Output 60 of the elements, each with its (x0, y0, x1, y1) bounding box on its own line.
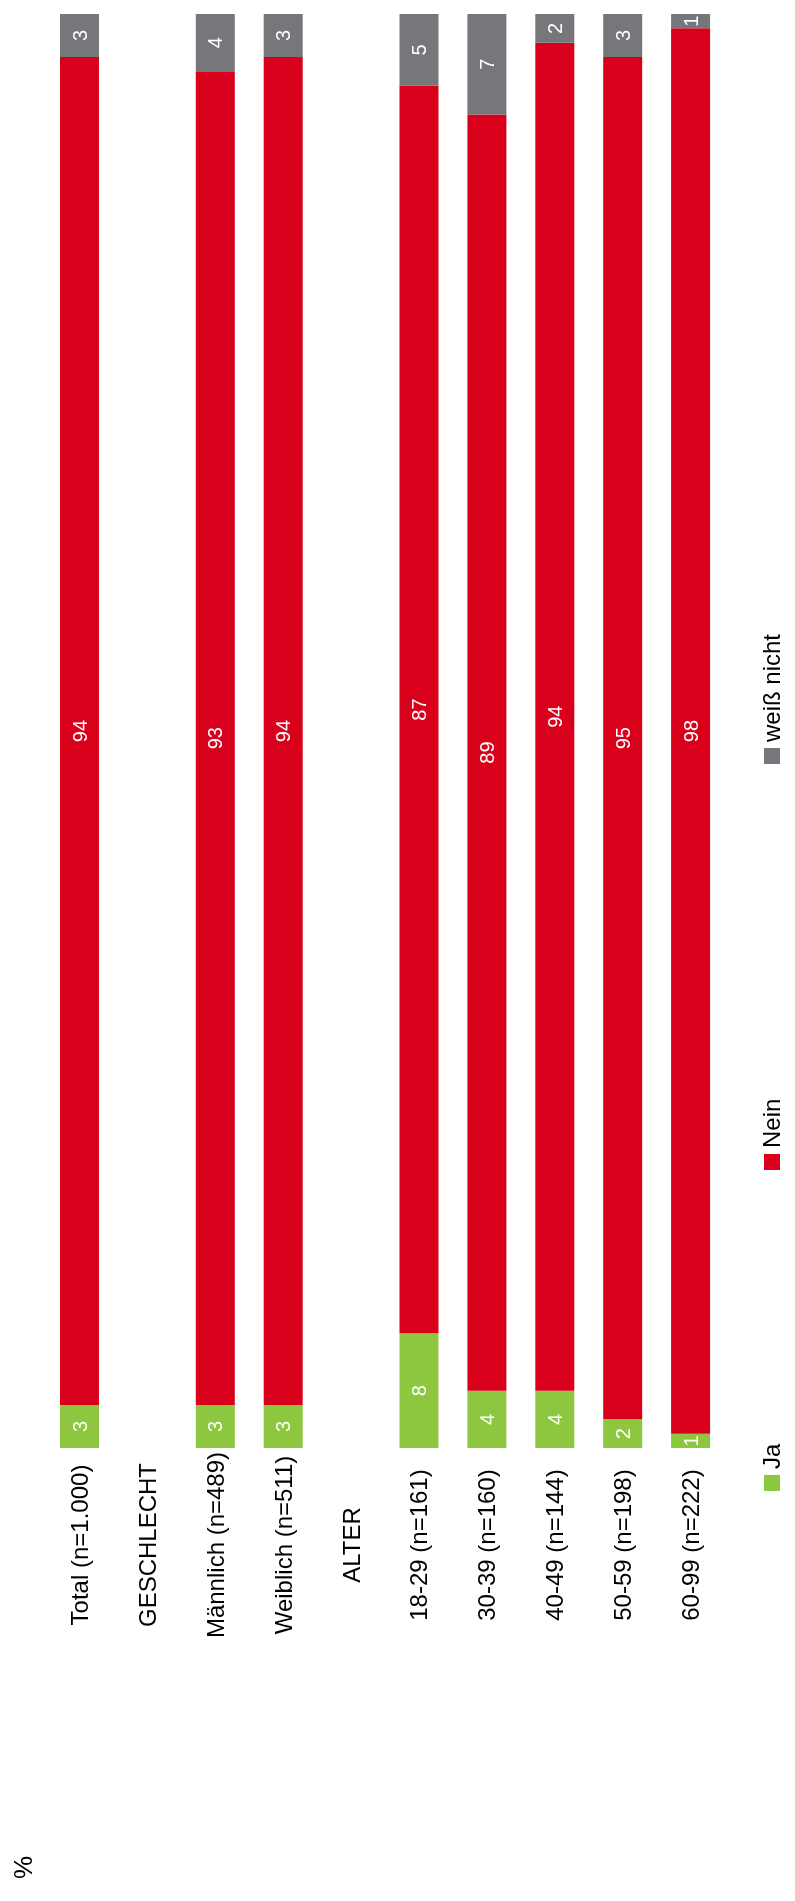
data-label: 94 (272, 719, 295, 743)
x-tick-label: 60-99 (n=222) (677, 1469, 705, 1621)
data-label: 4 (543, 1413, 566, 1425)
data-label: 94 (68, 719, 91, 743)
data-label: 1 (679, 1435, 702, 1447)
bar (467, 114, 507, 1391)
bar (60, 57, 99, 1405)
x-tick-label: Total (n=1.000) (65, 1464, 93, 1626)
data-label: 3 (68, 1420, 91, 1433)
text: % (8, 1855, 39, 1879)
data-label: 1 (679, 15, 702, 27)
x-tick-label: Weiblich (n=511) (269, 1455, 297, 1635)
bar (195, 14, 235, 72)
bar (603, 14, 643, 58)
x-tick-label: 18-29 (n=161) (405, 1469, 433, 1621)
bar (671, 28, 711, 1434)
bar (60, 1404, 99, 1448)
data-label: 3 (272, 29, 295, 42)
data-label: 87 (408, 698, 431, 721)
x-tick-label: 40-49 (n=144) (541, 1469, 569, 1621)
x-tick-label: ALTER (337, 1507, 365, 1583)
data-label: 8 (408, 1385, 431, 1397)
data-label: 4 (204, 37, 227, 49)
x-tick-label: GESCHLECHT (133, 1462, 161, 1628)
bar (603, 1419, 643, 1448)
bar (263, 1404, 303, 1448)
data-label: 95 (611, 727, 634, 750)
bar (535, 1390, 575, 1448)
x-tick-label: 50-59 (n=198) (609, 1469, 637, 1621)
bar (263, 14, 303, 58)
data-label: 4 (476, 1413, 498, 1425)
bar (263, 57, 303, 1405)
bar (399, 85, 439, 1334)
bar (399, 1333, 439, 1448)
bar (467, 1390, 507, 1448)
data-label: 3 (68, 29, 91, 42)
bar (399, 14, 439, 86)
bar (60, 14, 99, 58)
data-label: 94 (543, 705, 566, 728)
text: weiß nicht (758, 633, 786, 742)
bar (603, 57, 643, 1420)
data-label: 5 (408, 44, 431, 56)
text: Nein (758, 1098, 786, 1148)
data-label: 89 (476, 741, 498, 764)
text: Ja (758, 1443, 786, 1469)
bar (195, 1404, 235, 1448)
bar (535, 42, 575, 1391)
bar (467, 14, 507, 115)
data-label: 2 (611, 1428, 634, 1440)
data-label: 3 (204, 1420, 227, 1433)
data-label: 3 (272, 1420, 295, 1433)
x-tick-label: 30-39 (n=160) (473, 1469, 501, 1621)
x-tick-label: Männlich (n=489) (201, 1451, 229, 1639)
bar (195, 71, 235, 1405)
data-label: 2 (543, 22, 566, 34)
data-label: 93 (204, 727, 227, 750)
bar (535, 14, 575, 43)
data-label: 98 (679, 719, 702, 743)
data-label: 3 (611, 29, 634, 42)
data-label: 7 (476, 58, 498, 70)
